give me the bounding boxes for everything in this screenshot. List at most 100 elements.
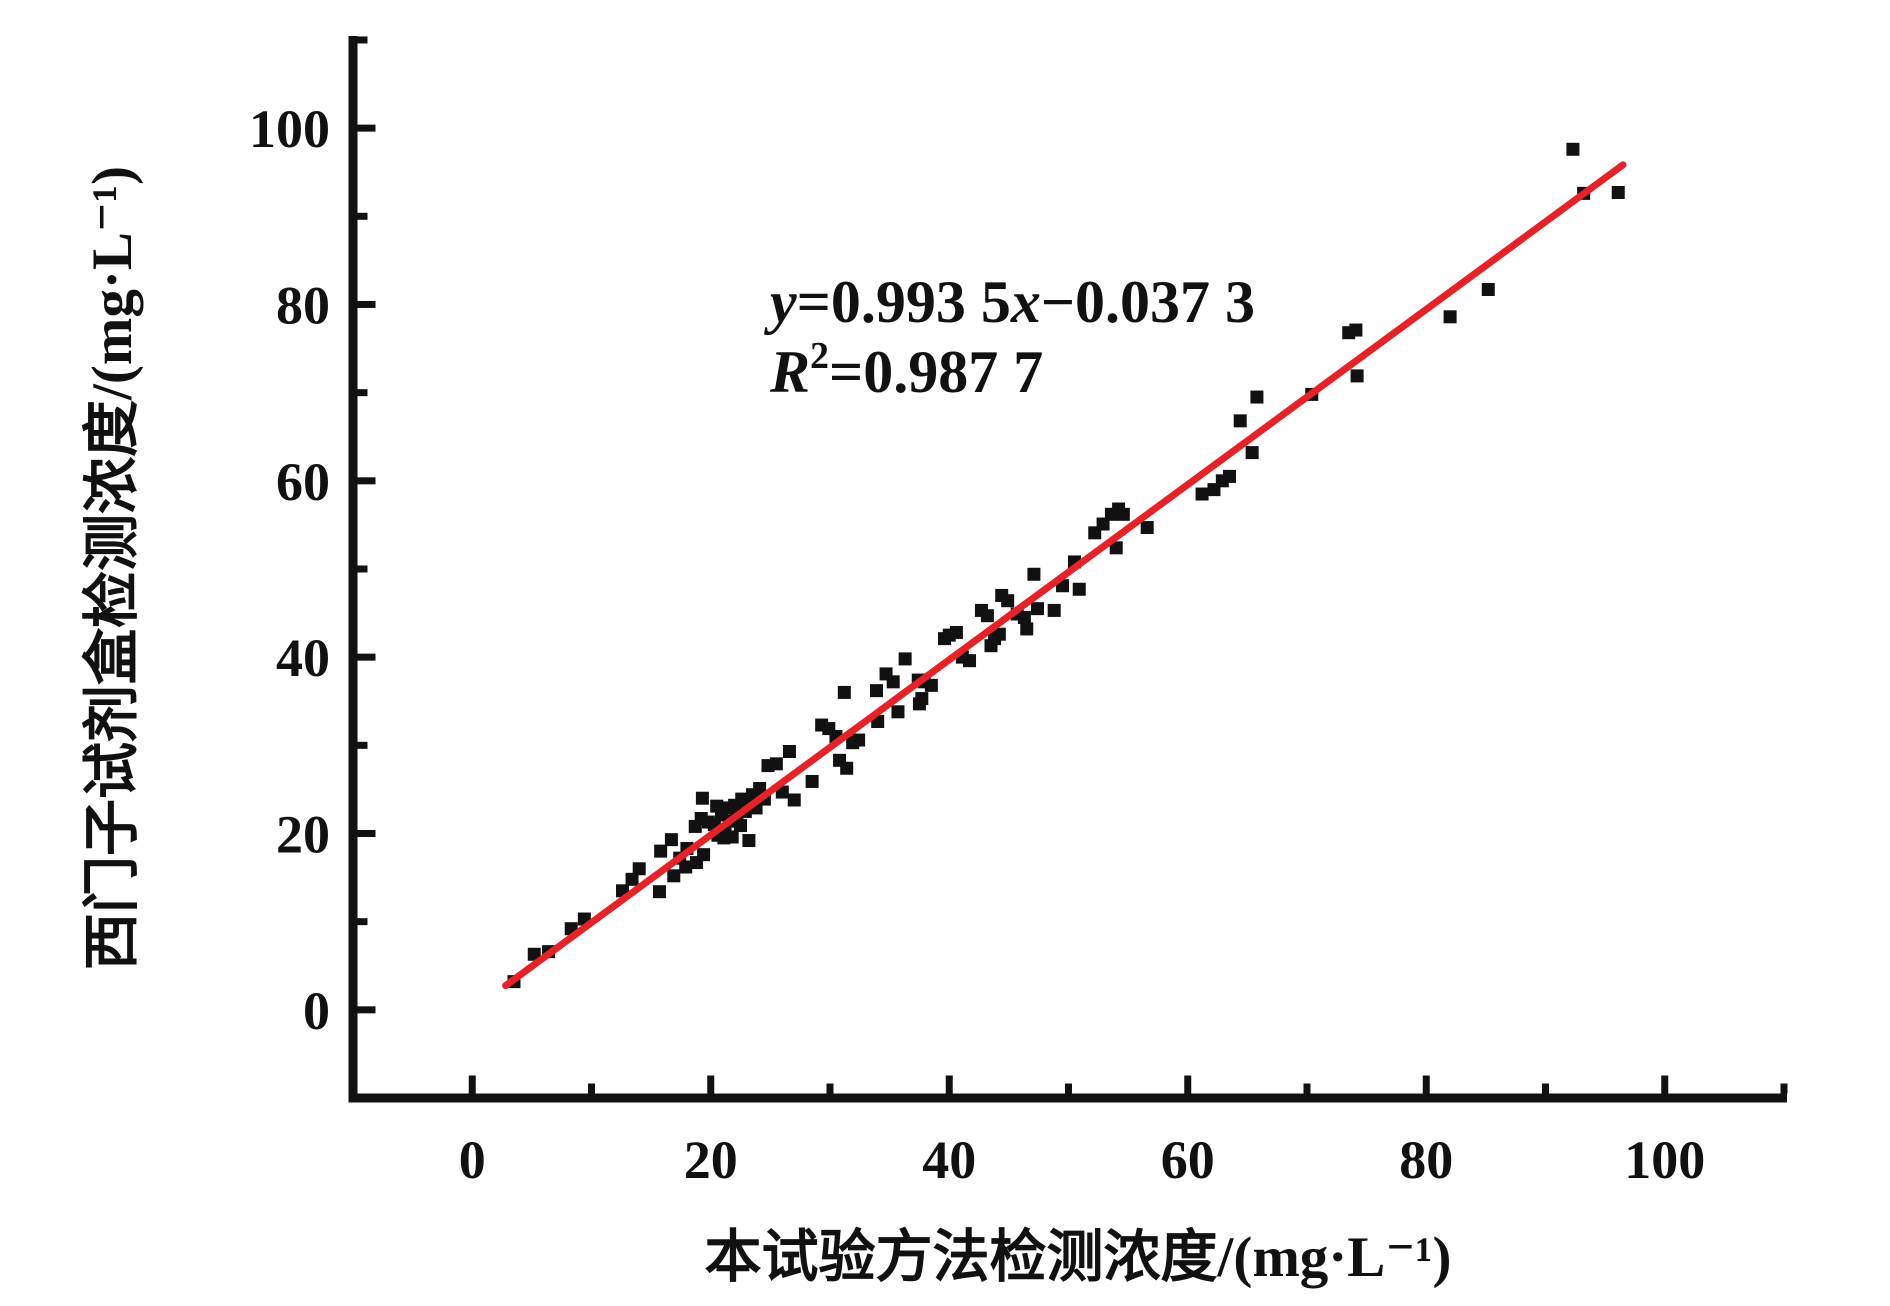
data-point — [664, 833, 678, 847]
data-point — [1030, 602, 1044, 616]
axis-spines — [348, 36, 1787, 1103]
y-major-tick — [357, 829, 376, 837]
x-tick-label: 20 — [684, 1130, 738, 1190]
y-minor-tick — [357, 36, 368, 44]
x-major-tick — [1422, 1075, 1430, 1094]
data-point — [787, 793, 801, 807]
data-point — [654, 844, 668, 858]
data-point — [840, 761, 854, 775]
data-point — [1566, 142, 1580, 156]
y-tick-label: 60 — [276, 452, 330, 512]
data-point — [1047, 603, 1061, 617]
data-point — [1443, 310, 1457, 324]
data-point — [992, 627, 1006, 641]
data-point — [837, 685, 851, 699]
data-point — [734, 819, 748, 833]
y-minor-tick — [357, 212, 368, 220]
data-point — [891, 705, 905, 719]
data-point — [870, 684, 884, 698]
data-point — [1195, 487, 1209, 501]
scatter-points — [507, 142, 1625, 989]
data-point — [667, 869, 681, 883]
data-point — [963, 654, 977, 668]
data-point — [1250, 390, 1264, 404]
data-point — [1140, 521, 1154, 535]
y-major-tick — [357, 1006, 376, 1014]
data-point — [886, 675, 900, 689]
y-axis-spine — [348, 36, 358, 1103]
x-major-tick — [1661, 1075, 1669, 1094]
data-point — [1072, 582, 1086, 596]
data-point — [924, 678, 938, 692]
x-tick-label: 100 — [1624, 1130, 1705, 1190]
y-minor-tick — [357, 741, 368, 749]
x-minor-tick — [1542, 1083, 1549, 1094]
x-axis-tick-labels: 0 20 40 60 80 100 — [459, 1130, 1706, 1190]
data-point — [725, 830, 739, 844]
data-point — [1001, 594, 1015, 608]
data-point — [625, 872, 639, 886]
data-point — [1116, 507, 1130, 521]
data-point — [695, 791, 709, 805]
data-point — [679, 860, 693, 874]
x-major-tick — [468, 1075, 476, 1094]
y-tick-label: 20 — [276, 804, 330, 864]
x-tick-label: 80 — [1399, 1130, 1453, 1190]
data-point — [1109, 541, 1123, 555]
data-point — [1233, 414, 1247, 428]
data-point — [782, 744, 796, 758]
data-point — [1020, 622, 1034, 636]
x-tick-label: 60 — [1161, 1130, 1215, 1190]
data-point — [1611, 185, 1625, 199]
data-point — [1349, 323, 1363, 337]
x-major-tick — [707, 1075, 715, 1094]
data-point — [632, 862, 646, 876]
y-major-tick — [357, 477, 376, 485]
y-major-tick — [357, 124, 376, 132]
data-point — [898, 652, 912, 666]
y-axis-title: 西门子试剂盒检测浓度/(mg·L⁻¹) — [81, 166, 144, 970]
y-tick-label: 100 — [249, 99, 330, 159]
y-major-tick — [357, 653, 376, 661]
y-axis-tick-labels: 0 20 40 60 80 100 — [249, 99, 330, 1041]
x-major-tick — [945, 1075, 953, 1094]
x-axis-ticks — [468, 1075, 1788, 1094]
y-minor-tick — [357, 565, 368, 573]
data-point — [980, 609, 994, 623]
x-minor-tick — [826, 1083, 834, 1094]
data-point — [753, 782, 767, 796]
y-tick-label: 40 — [276, 628, 330, 688]
x-axis-spine — [348, 1093, 1787, 1103]
x-tick-label: 40 — [922, 1130, 976, 1190]
data-point — [852, 733, 866, 747]
data-point — [1350, 369, 1364, 383]
y-tick-label: 80 — [276, 275, 330, 335]
x-minor-tick — [588, 1083, 595, 1094]
data-point — [912, 697, 926, 711]
regression-line — [502, 161, 1627, 990]
data-point — [710, 799, 724, 813]
data-point — [769, 757, 783, 771]
x-tick-label: 0 — [459, 1130, 486, 1190]
equation-line1: y=0.993 5x−0.037 3 — [764, 269, 1255, 335]
y-major-tick — [357, 300, 376, 308]
x-minor-tick — [1303, 1083, 1311, 1094]
data-point — [1222, 469, 1236, 483]
x-minor-tick — [1065, 1083, 1072, 1094]
x-major-tick — [1184, 1075, 1192, 1094]
data-point — [1245, 446, 1259, 460]
x-minor-tick — [1780, 1083, 1788, 1094]
y-axis-ticks — [357, 36, 376, 1014]
data-point — [805, 774, 819, 788]
data-point — [652, 885, 666, 899]
x-axis-title: 本试验方法检测浓度/(mg·L⁻¹) — [705, 1226, 1452, 1289]
y-tick-label: 0 — [303, 981, 330, 1041]
data-point — [1017, 610, 1031, 624]
equation-annotation: y=0.993 5x−0.037 3 R2=0.987 7 — [764, 269, 1255, 405]
equation-line2: R2=0.987 7 — [769, 335, 1043, 405]
y-minor-tick — [357, 389, 368, 397]
data-point — [742, 834, 756, 848]
